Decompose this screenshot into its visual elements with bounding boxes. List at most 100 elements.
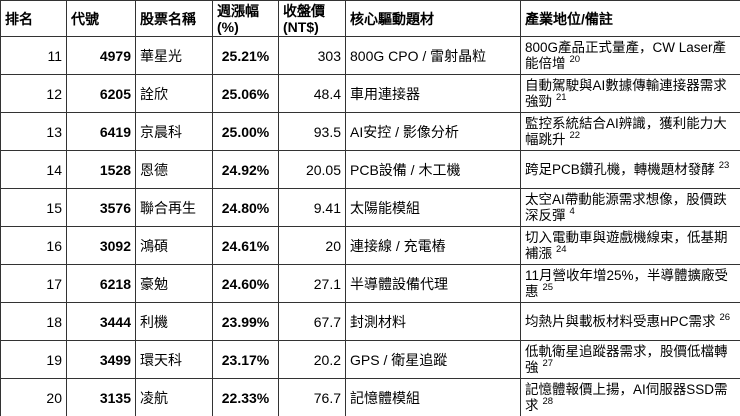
header-industry-note-label: 產業地位/備註 xyxy=(525,10,613,27)
header-industry-note: 產業地位/備註 xyxy=(520,0,740,37)
stock-name-cell: 詮欣 xyxy=(135,74,213,113)
citation-number: 21 xyxy=(556,92,567,103)
header-weekly-change: 週漲幅 (%) xyxy=(212,0,279,37)
rank-cell: 17 xyxy=(0,264,67,303)
table-row: 17 6218 豪勉 24.60% 27.1 半導體設備代理 11月營收年增25… xyxy=(0,264,740,303)
core-theme-cell: 記憶體模組 xyxy=(345,378,521,416)
industry-note-text: 切入電動車與遊戲機線束，低基期補漲 xyxy=(525,229,728,261)
close-price-cell: 20.2 xyxy=(278,340,346,379)
stock-name-cell: 豪勉 xyxy=(135,264,213,303)
rank-cell: 20 xyxy=(0,378,67,416)
citation-number: 28 xyxy=(542,396,554,407)
industry-note-text: 太空AI帶動能源需求想像，股價跌深反彈 xyxy=(525,191,727,223)
weekly-change-cell: 22.33% xyxy=(212,378,279,416)
rank-cell: 15 xyxy=(0,188,67,227)
header-weekly-change-unit: (%) xyxy=(217,18,239,35)
citation-number: 26 xyxy=(719,312,731,323)
close-price-cell: 20 xyxy=(278,226,346,265)
core-theme-cell: 800G CPO / 雷射晶粒 xyxy=(345,36,521,75)
industry-note-text: 監控系統結合AI辨識，獲利能力大幅跳升 xyxy=(525,115,727,147)
industry-note-cell: 自動駕駛與AI數據傳輸連接器需求強勁 21 xyxy=(520,74,740,113)
stock-name-cell: 凌航 xyxy=(135,378,213,416)
rank-cell: 11 xyxy=(0,36,67,75)
industry-note-cell: 11月營收年增25%，半導體擴廠受惠 25 xyxy=(520,264,740,303)
stock-name-cell: 京晨科 xyxy=(135,112,213,151)
citation-number: 27 xyxy=(542,358,554,369)
weekly-change-cell: 23.17% xyxy=(212,340,279,379)
stock-name-cell: 恩德 xyxy=(135,150,213,189)
header-close-price: 收盤價 (NT$) xyxy=(278,0,346,37)
header-rank: 排名 xyxy=(0,0,67,37)
code-cell: 3499 xyxy=(66,340,136,379)
rank-cell: 16 xyxy=(0,226,67,265)
core-theme-cell: AI安控 / 影像分析 xyxy=(345,112,521,151)
citation-number: 25 xyxy=(542,282,554,293)
industry-note-cell: 跨足PCB鑽孔機，轉機題材發酵 23 xyxy=(520,150,740,189)
core-theme-cell: 半導體設備代理 xyxy=(345,264,521,303)
code-cell: 3135 xyxy=(66,378,136,416)
close-price-cell: 9.41 xyxy=(278,188,346,227)
citation-number: 4 xyxy=(569,206,575,217)
core-theme-cell: GPS / 衛星追蹤 xyxy=(345,340,521,379)
close-price-cell: 76.7 xyxy=(278,378,346,416)
header-code-label: 代號 xyxy=(71,10,99,27)
code-cell: 3092 xyxy=(66,226,136,265)
code-cell: 4979 xyxy=(66,36,136,75)
core-theme-cell: 車用連接器 xyxy=(345,74,521,113)
citation-number: 24 xyxy=(556,244,567,255)
industry-note-text: 跨足PCB鑽孔機，轉機題材發酵 xyxy=(525,161,715,177)
weekly-change-cell: 25.06% xyxy=(212,74,279,113)
code-cell: 1528 xyxy=(66,150,136,189)
close-price-cell: 48.4 xyxy=(278,74,346,113)
close-price-cell: 93.5 xyxy=(278,112,346,151)
citation-number: 22 xyxy=(569,130,581,141)
table-body: 11 4979 華星光 25.21% 303 800G CPO / 雷射晶粒 8… xyxy=(0,36,740,416)
industry-note-text: 低軌衛星追蹤器需求，股價低檔轉強 xyxy=(525,343,728,375)
table-row: 11 4979 華星光 25.21% 303 800G CPO / 雷射晶粒 8… xyxy=(0,36,740,75)
weekly-change-cell: 24.60% xyxy=(212,264,279,303)
weekly-change-cell: 25.00% xyxy=(212,112,279,151)
weekly-change-cell: 25.21% xyxy=(212,36,279,75)
industry-note-text: 11月營收年增25%，半導體擴廠受惠 xyxy=(525,267,729,299)
stock-name-cell: 華星光 xyxy=(135,36,213,75)
table-row: 13 6419 京晨科 25.00% 93.5 AI安控 / 影像分析 監控系統… xyxy=(0,112,740,151)
industry-note-cell: 800G產品正式量產，CW Laser產能倍增 20 xyxy=(520,36,740,75)
table-row: 14 1528 恩德 24.92% 20.05 PCB設備 / 木工機 跨足PC… xyxy=(0,150,740,189)
code-cell: 6205 xyxy=(66,74,136,113)
weekly-change-cell: 23.99% xyxy=(212,302,279,341)
close-price-cell: 67.7 xyxy=(278,302,346,341)
header-code: 代號 xyxy=(66,0,136,37)
industry-note-text: 自動駕駛與AI數據傳輸連接器需求強勁 xyxy=(525,77,727,109)
weekly-change-cell: 24.80% xyxy=(212,188,279,227)
header-weekly-change-label: 週漲幅 xyxy=(217,2,259,19)
header-close-price-unit: (NT$) xyxy=(283,18,319,35)
header-stock-name-label: 股票名稱 xyxy=(140,10,196,27)
stock-name-cell: 利機 xyxy=(135,302,213,341)
citation-number: 20 xyxy=(569,54,581,65)
industry-note-cell: 低軌衛星追蹤器需求，股價低檔轉強 27 xyxy=(520,340,740,379)
code-cell: 3576 xyxy=(66,188,136,227)
close-price-cell: 303 xyxy=(278,36,346,75)
industry-note-text: 記憶體報價上揚，AI伺服器SSD需求 xyxy=(525,381,728,413)
weekly-change-cell: 24.92% xyxy=(212,150,279,189)
close-price-cell: 20.05 xyxy=(278,150,346,189)
table-row: 15 3576 聯合再生 24.80% 9.41 太陽能模組 太空AI帶動能源需… xyxy=(0,188,740,227)
close-price-cell: 27.1 xyxy=(278,264,346,303)
industry-note-cell: 記憶體報價上揚，AI伺服器SSD需求 28 xyxy=(520,378,740,416)
industry-note-cell: 切入電動車與遊戲機線束，低基期補漲 24 xyxy=(520,226,740,265)
rank-cell: 13 xyxy=(0,112,67,151)
core-theme-cell: 封測材料 xyxy=(345,302,521,341)
industry-note-text: 800G產品正式量產，CW Laser產能倍增 xyxy=(525,39,727,71)
table-row: 19 3499 環天科 23.17% 20.2 GPS / 衛星追蹤 低軌衛星追… xyxy=(0,340,740,379)
header-rank-label: 排名 xyxy=(5,10,33,27)
code-cell: 6419 xyxy=(66,112,136,151)
table-row: 20 3135 凌航 22.33% 76.7 記憶體模組 記憶體報價上揚，AI伺… xyxy=(0,378,740,416)
header-close-price-label: 收盤價 xyxy=(283,2,325,19)
core-theme-cell: PCB設備 / 木工機 xyxy=(345,150,521,189)
stock-name-cell: 環天科 xyxy=(135,340,213,379)
table-row: 12 6205 詮欣 25.06% 48.4 車用連接器 自動駕駛與AI數據傳輸… xyxy=(0,74,740,113)
header-stock-name: 股票名稱 xyxy=(135,0,213,37)
rank-cell: 19 xyxy=(0,340,67,379)
